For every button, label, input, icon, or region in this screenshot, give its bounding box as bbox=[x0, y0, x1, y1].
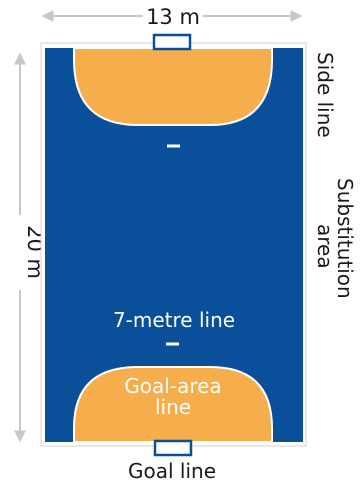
goal-area-label-line1: Goal-area bbox=[124, 374, 221, 398]
width-label: 13 m bbox=[146, 5, 200, 29]
seven-metre-label: 7-metre line bbox=[113, 308, 235, 332]
goal-area-label-line2: line bbox=[155, 395, 191, 419]
goal-area-top bbox=[73, 47, 273, 126]
substitution-label-line2: area bbox=[313, 224, 337, 269]
goal-area-bottom bbox=[73, 366, 273, 443]
goal-line-label: Goal line bbox=[128, 459, 216, 483]
goal-top bbox=[152, 33, 192, 51]
substitution-label-line1: Substitution bbox=[333, 178, 357, 299]
goal-bottom bbox=[153, 439, 193, 457]
side-line-label: Side line bbox=[313, 52, 337, 138]
